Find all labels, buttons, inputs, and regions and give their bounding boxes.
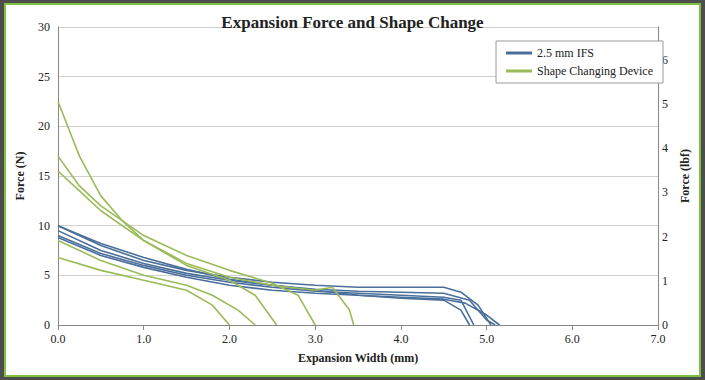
svg-text:2.0: 2.0	[222, 332, 237, 346]
svg-text:30: 30	[38, 20, 50, 34]
svg-text:3.0: 3.0	[308, 332, 323, 346]
svg-text:4: 4	[662, 141, 668, 155]
svg-text:5: 5	[662, 97, 668, 111]
svg-text:0: 0	[44, 318, 50, 332]
svg-text:Expansion Force and Shape Chan: Expansion Force and Shape Change	[221, 13, 484, 32]
svg-text:7.0: 7.0	[651, 332, 666, 346]
svg-text:Force (lbf): Force (lbf)	[678, 149, 692, 203]
svg-text:2: 2	[662, 230, 668, 244]
svg-text:2.5 mm IFS: 2.5 mm IFS	[537, 46, 594, 60]
svg-text:25: 25	[38, 70, 50, 84]
svg-text:6.0: 6.0	[565, 332, 580, 346]
svg-text:1.0: 1.0	[136, 332, 151, 346]
svg-text:10: 10	[38, 219, 50, 233]
svg-text:0: 0	[662, 318, 668, 332]
svg-text:3: 3	[662, 185, 668, 199]
svg-text:0.0: 0.0	[51, 332, 66, 346]
svg-text:4.0: 4.0	[393, 332, 408, 346]
svg-text:15: 15	[38, 169, 50, 183]
svg-text:1: 1	[662, 274, 668, 288]
svg-text:20: 20	[38, 119, 50, 133]
svg-text:5: 5	[44, 268, 50, 282]
svg-text:Shape Changing Device: Shape Changing Device	[537, 64, 653, 78]
svg-text:5.0: 5.0	[479, 332, 494, 346]
svg-text:Force (N): Force (N)	[13, 152, 27, 201]
svg-text:6: 6	[662, 52, 669, 67]
svg-text:Expansion Width (mm): Expansion Width (mm)	[298, 351, 418, 365]
